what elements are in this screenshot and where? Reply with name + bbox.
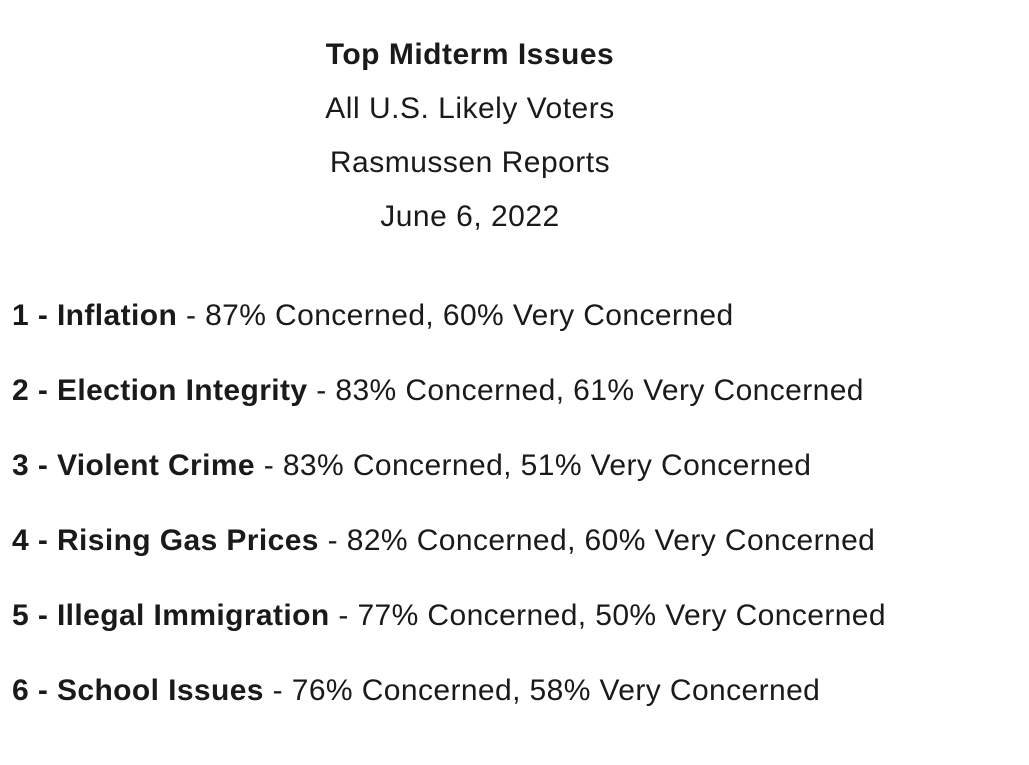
issue-stats: - 82% Concerned, 60% Very Concerned [318, 523, 876, 557]
header-block: Top Midterm Issues All U.S. Likely Voter… [0, 0, 940, 244]
page-title: Top Midterm Issues [325, 38, 615, 71]
issue-row-3: 3 - Violent Crime - 83% Concerned, 51% V… [12, 428, 1029, 503]
issue-stats: - 76% Concerned, 58% Very Concerned [263, 673, 821, 707]
issue-row-4: 4 - Rising Gas Prices - 82% Concerned, 6… [12, 503, 1029, 578]
issue-rank-name: 5 - Illegal Immigration [12, 598, 330, 632]
issue-stats: - 83% Concerned, 61% Very Concerned [307, 373, 864, 407]
issue-row-2: 2 - Election Integrity - 83% Concerned, … [12, 353, 1029, 428]
issue-stats: - 83% Concerned, 51% Very Concerned [254, 448, 812, 482]
issues-list: 1 - Inflation - 87% Concerned, 60% Very … [0, 278, 1029, 728]
issue-row-5: 5 - Illegal Immigration - 77% Concerned,… [12, 578, 1029, 653]
issue-rank-name: 1 - Inflation [12, 298, 178, 332]
issue-row-6: 6 - School Issues - 76% Concerned, 58% V… [12, 653, 1029, 728]
issue-stats: - 87% Concerned, 60% Very Concerned [177, 298, 734, 332]
date-line: June 6, 2022 [380, 200, 560, 233]
issue-rank-name: 2 - Election Integrity [12, 373, 308, 407]
audience-subtitle: All U.S. Likely Voters [325, 92, 615, 125]
issue-stats: - 77% Concerned, 50% Very Concerned [329, 598, 886, 632]
issue-rank-name: 3 - Violent Crime [12, 448, 255, 482]
issue-row-1: 1 - Inflation - 87% Concerned, 60% Very … [12, 278, 1029, 353]
issue-rank-name: 4 - Rising Gas Prices [12, 523, 319, 557]
issue-rank-name: 6 - School Issues [12, 673, 264, 707]
source-subtitle: Rasmussen Reports [329, 146, 611, 179]
